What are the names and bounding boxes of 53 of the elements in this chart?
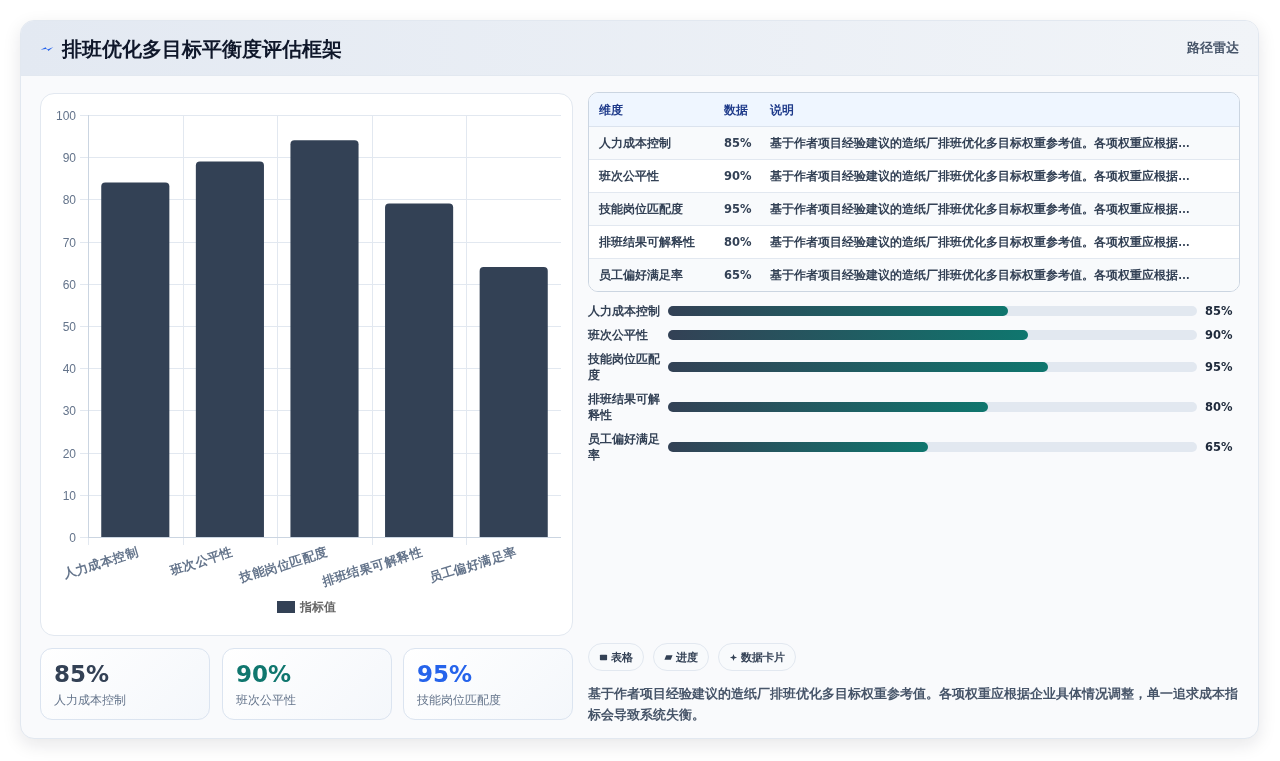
data-label: 95%	[1205, 359, 1233, 375]
y-tick-label: 70	[62, 235, 77, 250]
data-label: 85%	[1205, 303, 1233, 319]
y-tick-label: 90	[62, 150, 77, 165]
text: 数据卡片	[741, 650, 785, 664]
text: 95%	[724, 201, 752, 216]
text: 说明	[769, 102, 795, 117]
category-label: 人力成本控制	[598, 135, 672, 151]
text: 班次公平性	[236, 693, 296, 708]
text: 基于作者项目经验建议的造纸厂排班优化多目标权重参考值。各项权重应根据…	[769, 135, 1191, 151]
text: 80%	[724, 234, 752, 249]
text: 基于作者项目经验建议的造纸厂排班优化多目标权重参考值。各项权重应根据企业具体情况调整，单一追求成本指标会导致系统失衡。	[588, 685, 1239, 724]
text: 65%	[724, 267, 752, 282]
text: 进度	[676, 650, 698, 664]
data-label: 80%	[1205, 399, 1233, 415]
text: 维度	[598, 102, 624, 117]
y-tick-label: 40	[62, 361, 77, 376]
chart-title: 排班优化多目标平衡度评估框架	[62, 37, 342, 62]
y-tick-label: 60	[62, 277, 77, 292]
category-label: 技能岗位匹配度	[598, 201, 684, 217]
legend-label: 指标值	[299, 600, 336, 614]
text: 基于作者项目经验建议的造纸厂排班优化多目标权重参考值。各项权重应根据…	[769, 168, 1191, 184]
y-tick-label: 0	[69, 530, 77, 545]
text: 85%	[54, 660, 110, 688]
x-tick-label: 员工偏好满足率	[427, 544, 519, 586]
text: 基于作者项目经验建议的造纸厂排班优化多目标权重参考值。各项权重应根据…	[769, 201, 1191, 217]
y-tick-label: 排班结果可解释性	[588, 391, 661, 423]
text: 技能岗位匹配度	[417, 693, 501, 708]
y-tick-label: 80	[62, 192, 77, 207]
x-tick-label: 班次公平性	[167, 545, 235, 578]
text: 85%	[724, 135, 752, 150]
text: 95%	[417, 660, 473, 688]
text: 路径雷达	[1187, 40, 1239, 56]
text: 基于作者项目经验建议的造纸厂排班优化多目标权重参考值。各项权重应根据…	[769, 234, 1191, 250]
text: 90%	[236, 660, 292, 688]
text: 90%	[724, 168, 752, 183]
y-tick-label: 员工偏好满足率	[588, 431, 661, 463]
y-tick-label: 20	[62, 446, 77, 461]
legend: 指标值	[277, 600, 336, 614]
y-tick-label: 班次公平性	[588, 327, 649, 343]
data-label: 90%	[1205, 327, 1233, 343]
category-label: 员工偏好满足率	[598, 267, 684, 283]
y-tick-label: 人力成本控制	[588, 303, 661, 319]
category-label: 排班结果可解释性	[598, 234, 696, 250]
y-tick-label: 10	[62, 488, 77, 503]
y-tick-label: 技能岗位匹配度	[588, 351, 661, 383]
y-tick-label: 50	[62, 319, 77, 334]
text: 基于作者项目经验建议的造纸厂排班优化多目标权重参考值。各项权重应根据…	[769, 267, 1191, 283]
y-tick-label: 30	[62, 403, 77, 418]
data-label: 65%	[1205, 439, 1233, 455]
y-tick-label: 100	[55, 108, 77, 123]
text: 表格	[611, 650, 633, 664]
text: 数据	[723, 102, 749, 117]
